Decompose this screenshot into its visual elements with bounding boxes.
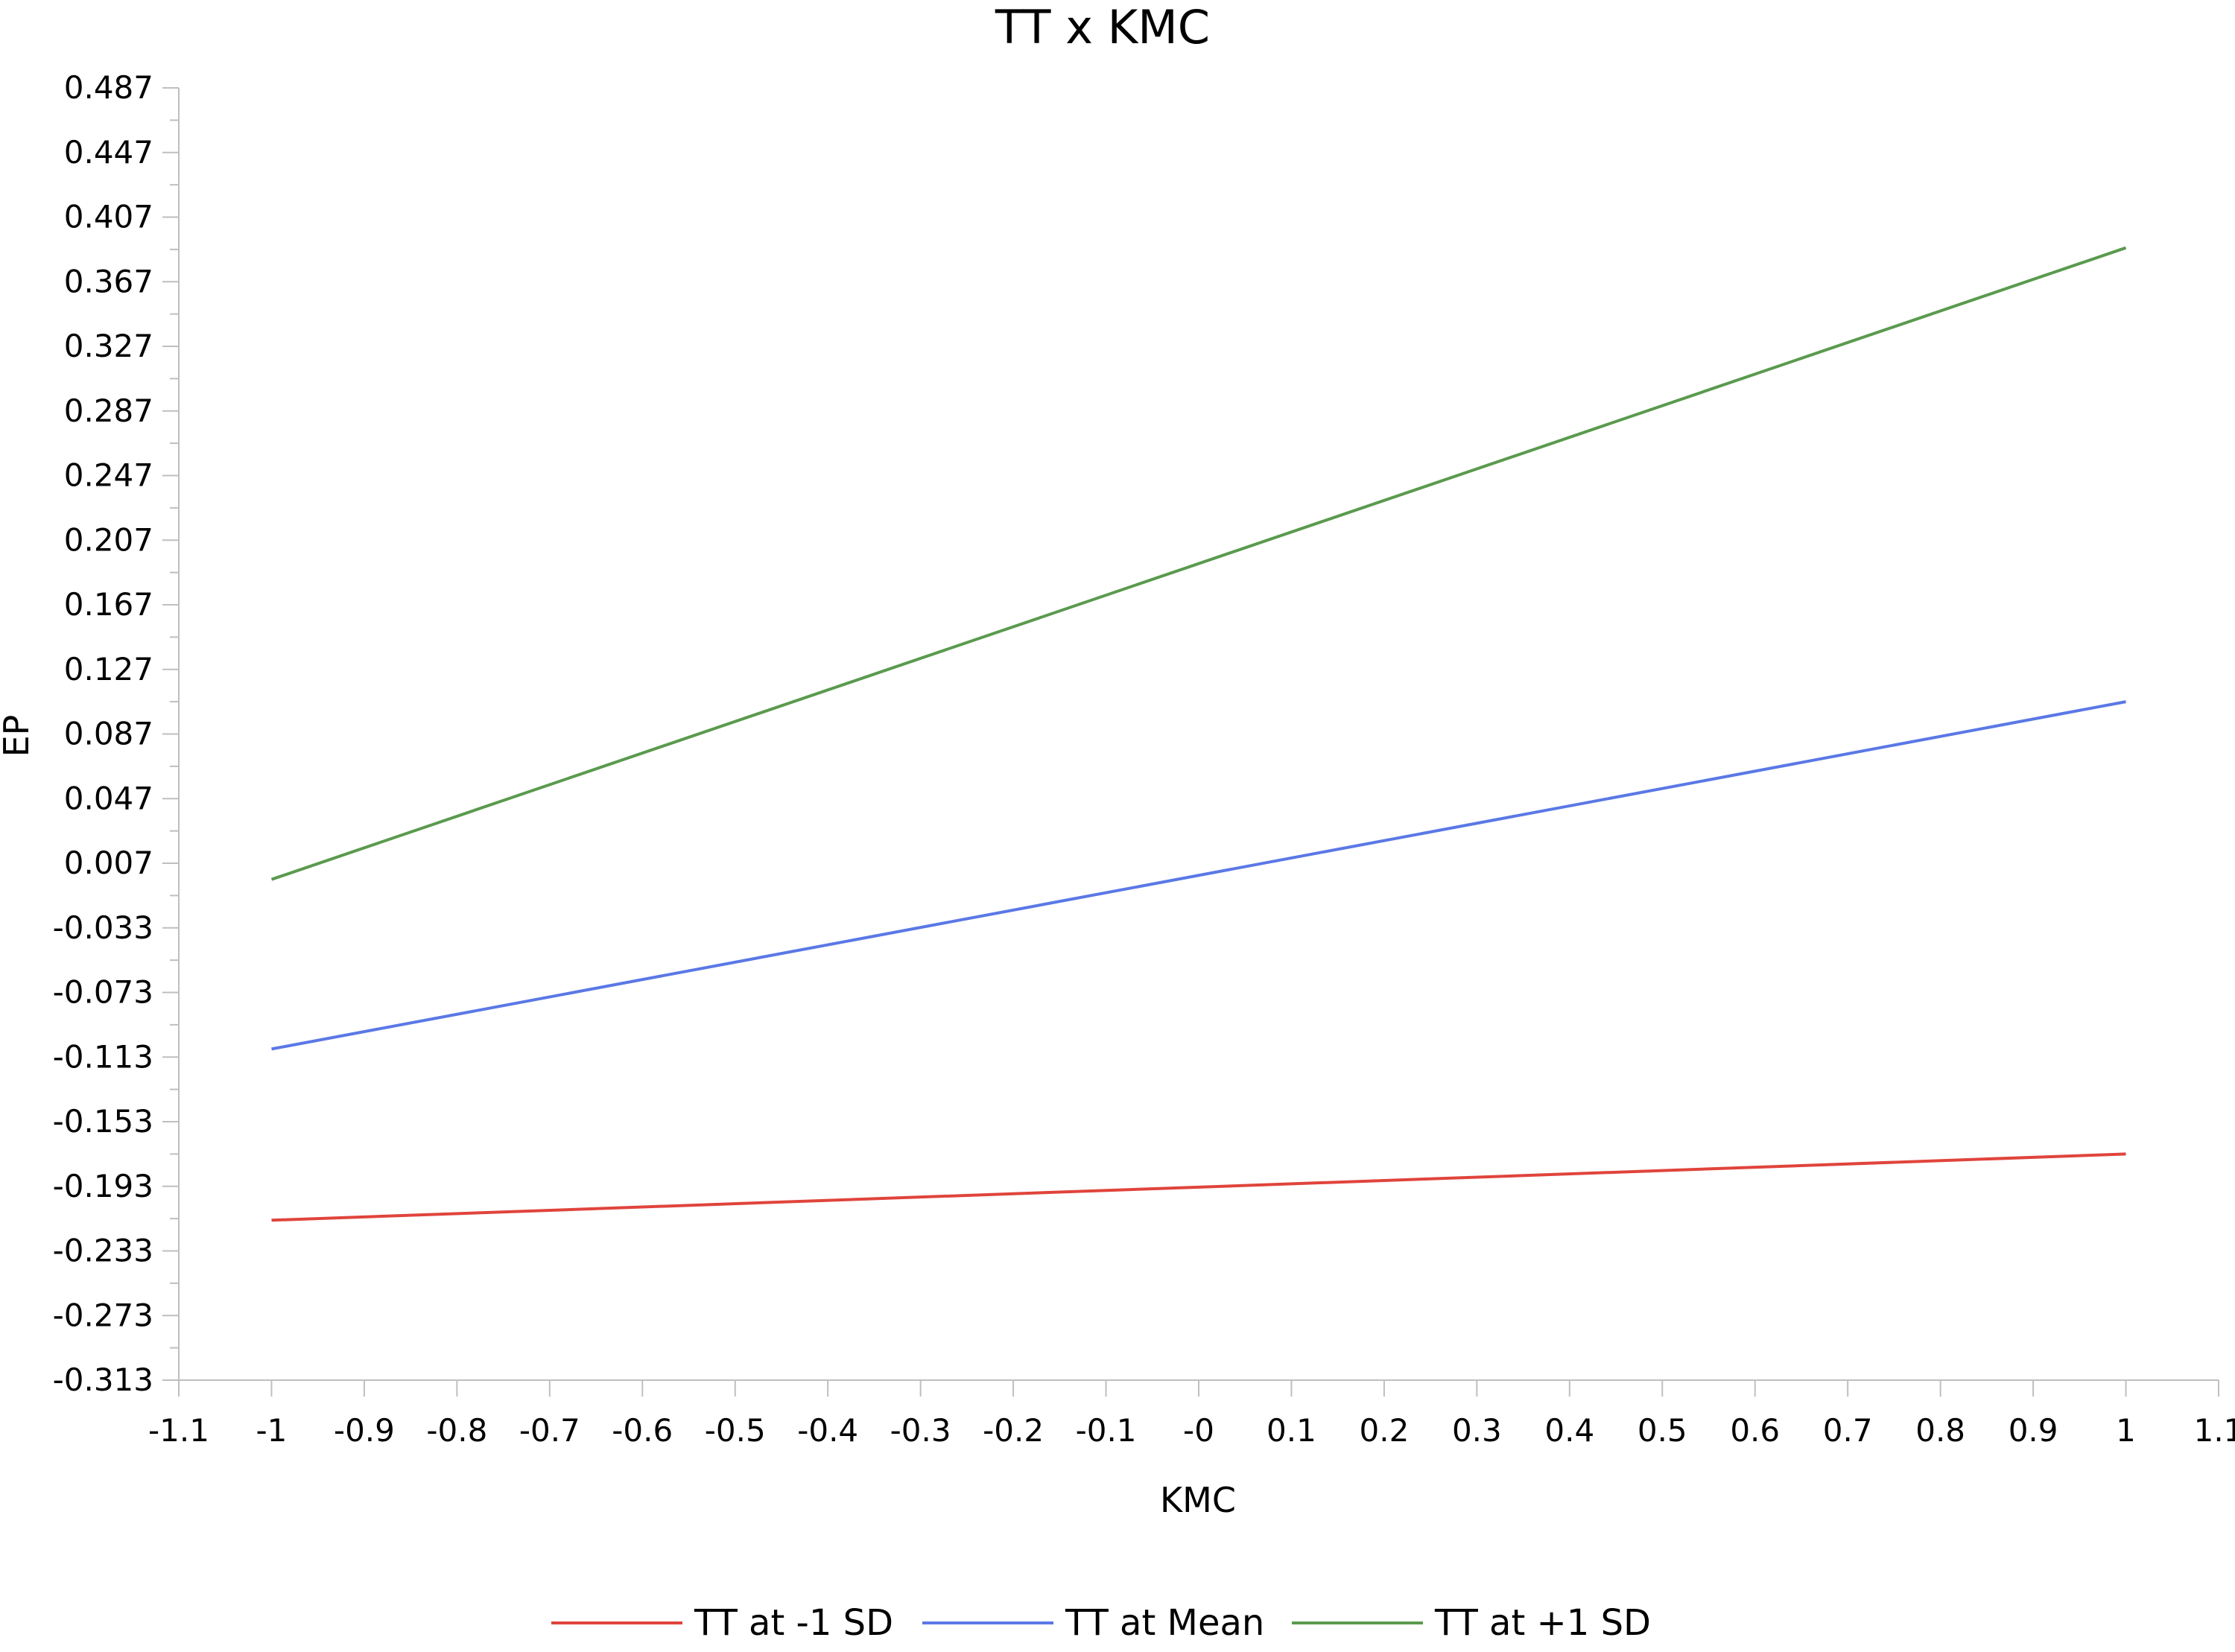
- y-tick-label: 0.367: [64, 263, 153, 299]
- series-lines: [270, 246, 2127, 1222]
- y-tick-label: -0.233: [53, 1233, 153, 1269]
- x-ticks: -1.1 -1 -0.9 -0.8 -0.7 -0.6 -0.5 -0.4 -0.3 -0.2 -0…: [148, 1380, 2235, 1449]
- x-tick-label: 0.3: [1452, 1412, 1502, 1449]
- y-tick-label: 0.087: [64, 716, 153, 752]
- x-tick-label: 0.5: [1638, 1412, 1687, 1449]
- y-tick-label: 0.167: [64, 586, 153, 623]
- x-tick-label: 0.2: [1360, 1412, 1410, 1449]
- legend-label-2: TT at Mean: [1065, 1602, 1264, 1644]
- x-tick-label: 0.4: [1544, 1412, 1594, 1449]
- y-tick-label: 0.327: [64, 328, 153, 364]
- legend-label-1: TT at -1 SD: [694, 1602, 893, 1644]
- y-tick-label: 0.407: [64, 199, 153, 235]
- y-tick-label: 0.207: [64, 521, 153, 558]
- x-tick-label: 0.6: [1730, 1412, 1780, 1449]
- y-tick-label: 0.007: [64, 845, 153, 881]
- chart-title: TT x KMC: [995, 0, 1210, 54]
- y-tick-label: 0.287: [64, 393, 153, 429]
- y-ticks: 0.487 0.447 0.407 0.367 0.327 0.287 0.247 0.207…: [53, 69, 179, 1398]
- x-tick-label: -0.3: [890, 1412, 951, 1449]
- y-tick-label: 0.447: [64, 134, 153, 171]
- y-tick-label: -0.153: [53, 1103, 153, 1140]
- y-tick-label: -0.033: [53, 909, 153, 946]
- x-tick-label: -1.1: [148, 1412, 209, 1449]
- x-tick-label: -0.4: [797, 1412, 858, 1449]
- series-line-1: [271, 1152, 2126, 1222]
- y-axis-label: EP: [0, 715, 37, 757]
- x-tick-label: -0: [1183, 1412, 1214, 1449]
- x-tick-label: 0.8: [1915, 1412, 1965, 1449]
- x-tick-label: 1.1: [2194, 1412, 2235, 1449]
- y-tick-label: -0.193: [53, 1168, 153, 1204]
- y-tick-label: -0.273: [53, 1297, 153, 1333]
- y-tick-label: -0.113: [53, 1038, 153, 1075]
- x-tick-label: 0.9: [2009, 1412, 2058, 1449]
- x-tick-label: -0.1: [1076, 1412, 1137, 1449]
- x-tick-label: -0.6: [612, 1412, 673, 1449]
- x-tick-label: -0.7: [519, 1412, 580, 1449]
- series-line-2: [271, 700, 2126, 1051]
- y-tick-label: 0.047: [64, 780, 153, 816]
- x-axis-label: KMC: [1160, 1480, 1236, 1520]
- legend-label-3: TT at +1 SD: [1434, 1602, 1651, 1644]
- x-tick-label: 0.7: [1823, 1412, 1873, 1449]
- series-line-3: [270, 246, 2127, 881]
- x-tick-label: -0.9: [334, 1412, 395, 1449]
- legend: TT at -1 SD TT at Mean TT at +1 SD: [551, 1602, 1651, 1644]
- x-tick-label: -0.2: [983, 1412, 1044, 1449]
- y-tick-label: -0.073: [53, 974, 153, 1011]
- x-tick-label: -1: [256, 1412, 288, 1449]
- y-tick-label: 0.127: [64, 651, 153, 687]
- x-tick-label: -0.8: [426, 1412, 487, 1449]
- y-tick-label: -0.313: [53, 1362, 153, 1398]
- y-tick-label: 0.247: [64, 457, 153, 494]
- x-tick-label: 1: [2116, 1412, 2136, 1449]
- x-tick-label: -0.5: [705, 1412, 766, 1449]
- x-tick-label: 0.1: [1266, 1412, 1316, 1449]
- y-tick-label: 0.487: [64, 69, 153, 106]
